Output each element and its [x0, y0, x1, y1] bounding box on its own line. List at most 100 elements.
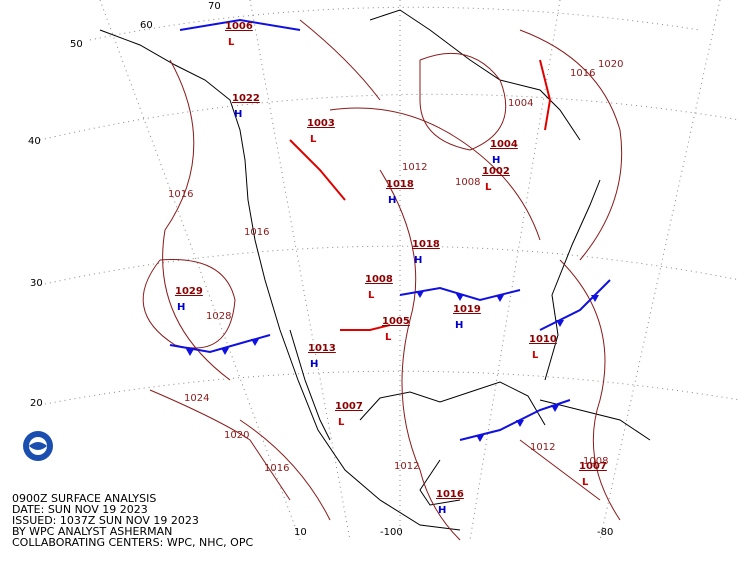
high-symbol: H	[177, 302, 185, 313]
high-pressure: 1018	[412, 239, 440, 250]
coastline	[544, 179, 601, 381]
grid-label: 20	[30, 398, 43, 409]
low-symbol: L	[228, 37, 235, 48]
grid-label: 70	[208, 1, 221, 12]
low-symbol: L	[532, 350, 539, 361]
warm-front	[289, 139, 346, 201]
isobar-label: 1016	[168, 189, 193, 200]
high-symbol: H	[310, 359, 318, 370]
isobar-label: 1028	[206, 311, 231, 322]
isobar	[419, 52, 507, 151]
warm-front	[539, 59, 552, 131]
low-pressure: 1008	[365, 274, 393, 285]
low-pressure: 1003	[307, 118, 335, 129]
latitude-line	[39, 370, 741, 406]
coastline	[369, 9, 581, 141]
cold-front	[179, 18, 301, 31]
isobar-label: 1012	[402, 162, 427, 173]
isobar	[299, 19, 381, 101]
front-pip	[221, 348, 229, 355]
isobar-label: 1012	[394, 461, 419, 472]
high-pressure: 1019	[453, 304, 481, 315]
front-pip	[476, 435, 484, 442]
isobar-label: 1012	[530, 442, 555, 453]
high-symbol: H	[388, 195, 396, 206]
coastline	[99, 29, 461, 531]
high-pressure: 1029	[175, 286, 203, 297]
isobar-label: 1008	[455, 177, 480, 188]
isobar	[519, 29, 623, 261]
caption-line: COLLABORATING CENTERS: WPC, NHC, OPC	[12, 536, 253, 549]
high-symbol: H	[414, 255, 422, 266]
isobar	[162, 59, 231, 381]
grid-label: 50	[70, 39, 83, 50]
isobar	[329, 107, 541, 241]
low-pressure: 1006	[225, 21, 253, 32]
isobar	[559, 259, 621, 521]
low-pressure: 1002	[482, 166, 510, 177]
caption-line: ISSUED: 1037Z SUN NOV 19 2023	[12, 514, 199, 527]
low-symbol: L	[368, 290, 375, 301]
grid-label: 10	[294, 527, 307, 538]
front-pip	[416, 291, 424, 298]
high-pressure: 1013	[308, 343, 336, 354]
isobar	[519, 439, 601, 501]
isobar-label: 1016	[244, 227, 269, 238]
isobar-label: 1020	[224, 430, 249, 441]
high-pressure: 1018	[386, 179, 414, 190]
coastline	[419, 459, 461, 506]
isobar-label: 1024	[184, 393, 209, 404]
low-symbol: L	[338, 417, 345, 428]
isobar-label: 1004	[508, 98, 533, 109]
isobar	[239, 419, 331, 521]
caption-line: BY WPC ANALYST ASHERMAN	[12, 525, 172, 538]
longitude-line	[599, 0, 721, 541]
grid-label: -100	[380, 527, 403, 538]
isobar-label: 1020	[598, 59, 623, 70]
front-pip	[186, 349, 194, 356]
low-symbol: L	[582, 477, 589, 488]
high-pressure: 1016	[436, 489, 464, 500]
isobar-label: 1008	[583, 456, 608, 467]
front-pip	[456, 294, 464, 301]
caption-line: 0900Z SURFACE ANALYSIS	[12, 492, 156, 505]
isobar	[142, 259, 236, 349]
front-pip	[251, 339, 259, 346]
high-symbol: H	[492, 155, 500, 166]
grid-label: -80	[597, 527, 613, 538]
cold-front	[169, 334, 271, 354]
isobar	[379, 169, 461, 541]
isobar-label: 1016	[570, 68, 595, 79]
low-pressure: 1007	[579, 461, 607, 472]
front-pip	[516, 420, 524, 427]
high-symbol: H	[438, 505, 446, 516]
high-pressure: 1022	[232, 93, 260, 104]
warm-front	[340, 324, 391, 331]
front-pip	[496, 295, 504, 302]
caption-line: DATE: SUN NOV 19 2023	[12, 503, 148, 516]
low-pressure: 1005	[382, 316, 410, 327]
cold-front	[539, 279, 611, 331]
low-pressure: 1010	[529, 334, 557, 345]
noaa-logo-bird	[29, 442, 47, 450]
low-pressure: 1007	[335, 401, 363, 412]
low-symbol: L	[310, 134, 317, 145]
grid-label: 40	[28, 136, 41, 147]
high-symbol: H	[234, 109, 242, 120]
low-symbol: L	[485, 182, 492, 193]
high-pressure: 1004	[490, 139, 518, 150]
coastline	[289, 329, 331, 441]
isobar	[149, 389, 291, 501]
low-symbol: L	[385, 332, 392, 343]
coastline	[359, 381, 546, 426]
isobar-label: 1016	[264, 463, 289, 474]
coastline	[539, 399, 651, 441]
front-pip	[551, 405, 559, 412]
front-pip	[591, 295, 599, 302]
high-symbol: H	[455, 320, 463, 331]
longitude-line	[99, 0, 301, 541]
grid-label: 60	[140, 20, 153, 31]
grid-label: 30	[30, 278, 43, 289]
